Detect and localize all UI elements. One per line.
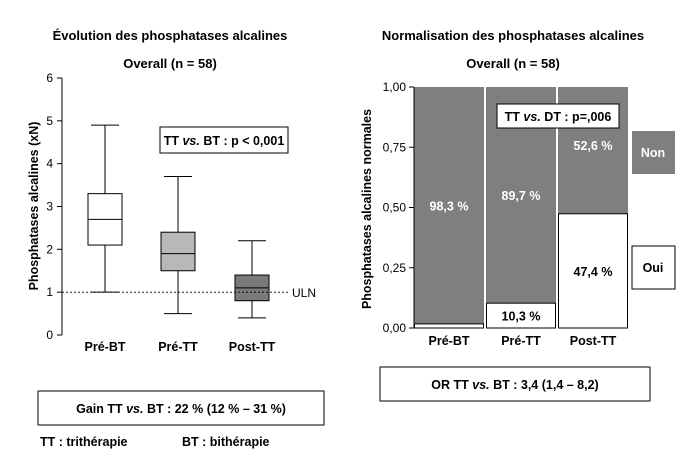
- right-chart-subtitle: Overall (n = 58): [466, 56, 560, 71]
- right-chart-title: Normalisation des phosphatases alcalines: [382, 28, 644, 43]
- right-y-axis-label: Phosphatases alcalines normales: [360, 109, 374, 309]
- legend-swatch-non: [632, 131, 675, 174]
- bar-segment-oui: [414, 323, 484, 329]
- left-pvalue-box: [159, 126, 289, 154]
- right-y-tick-label: 0,25: [383, 261, 407, 275]
- right-category-label: Post-TT: [570, 334, 617, 348]
- left-y-tick-label: 5: [46, 114, 53, 128]
- data-label-non: 52,6 %: [574, 139, 613, 153]
- box-1: [87, 124, 123, 293]
- left-chart-title: Évolution des phosphatases alcalines: [53, 28, 288, 43]
- left-pvalue-text: TT vs. BT : p < 0,001: [164, 134, 285, 148]
- or-box: [379, 366, 651, 402]
- right-pvalue-text: TT vs. DT : p=,006: [505, 110, 612, 124]
- data-label-oui: 47,4 %: [574, 265, 613, 279]
- left-y-axis-label: Phosphatases alcalines (xN): [27, 122, 41, 291]
- left-chart-subtitle: Overall (n = 58): [123, 56, 217, 71]
- right-pvalue-box: [496, 103, 620, 129]
- stacked-bar-1: 98,3 %: [414, 87, 484, 329]
- box-2: [160, 176, 196, 315]
- legend-swatch-oui: [631, 245, 676, 290]
- boxplot-chart: Évolution des phosphatases alcalines Ove…: [27, 28, 316, 354]
- data-label-non: 98,3 %: [430, 199, 469, 213]
- left-y-tick-label: 2: [46, 242, 53, 256]
- iqr-box: [160, 231, 196, 272]
- gain-text: Gain TT vs. BT : 22 % (12 % – 31 %): [76, 402, 286, 416]
- left-y-tick-label: 1: [46, 285, 53, 299]
- left-y-tick-label: 4: [46, 157, 53, 171]
- or-text: OR TT vs. BT : 3,4 (1,4 – 8,2): [431, 378, 598, 392]
- right-y-tick-label: 0,75: [383, 140, 407, 154]
- legend-label-oui: Oui: [643, 261, 664, 275]
- left-category-label: Post-TT: [229, 340, 276, 354]
- left-y-tick-label: 0: [46, 328, 53, 342]
- stacked-bar-chart: Normalisation des phosphatases alcalines…: [360, 28, 676, 348]
- left-category-label: Pré-BT: [85, 340, 126, 354]
- gain-box: [37, 390, 325, 426]
- right-category-label: Pré-TT: [501, 334, 541, 348]
- bar-segment-oui: [486, 302, 556, 329]
- stacked-bar-3: 52,6 % 47,4 %: [558, 87, 628, 329]
- uln-label: ULN: [292, 286, 316, 300]
- bar-segment-non: [414, 87, 484, 324]
- left-category-label: Pré-TT: [158, 340, 198, 354]
- bar-segment-oui: [558, 213, 628, 329]
- right-category-label: Pré-BT: [429, 334, 470, 348]
- right-y-tick-label: 0,00: [383, 321, 407, 335]
- left-y-tick-label: 6: [46, 71, 53, 85]
- abbr-tt: TT : trithérapie: [40, 435, 128, 449]
- legend-label-non: Non: [641, 146, 665, 160]
- right-y-tick-label: 1,00: [383, 80, 407, 94]
- right-y-tick-label: 0,50: [383, 201, 407, 215]
- data-label-non: 89,7 %: [502, 189, 541, 203]
- left-y-tick-label: 3: [46, 200, 53, 214]
- data-label-oui: 10,3 %: [502, 310, 541, 324]
- box-3: [234, 240, 270, 319]
- abbr-bt: BT : bithérapie: [182, 435, 270, 449]
